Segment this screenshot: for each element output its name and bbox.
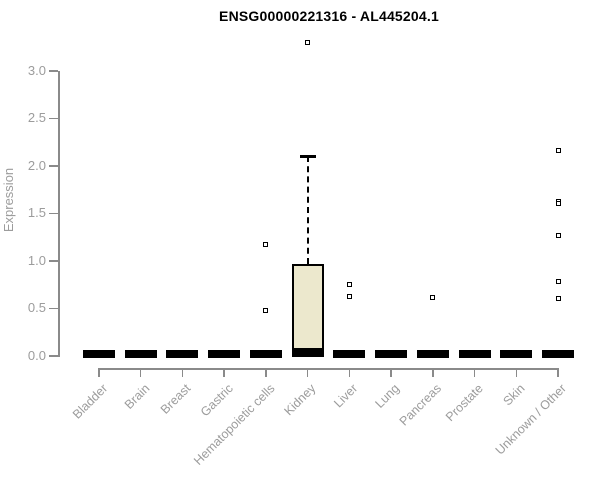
x-tick-label: Breast [158,381,194,417]
outlier-point [555,148,561,154]
y-tick-mark [49,355,58,357]
x-tick-label: Prostate [442,381,486,425]
median-bar [124,349,157,358]
median-bar [500,349,533,358]
x-tick-label: Gastric [197,381,236,420]
outlier-point [555,279,561,285]
median-bar [249,349,282,358]
x-tick-mark [348,368,351,377]
median-bar [416,349,449,358]
y-tick-label: 2.5 [27,110,46,126]
median-bar [333,349,366,358]
y-tick-label: 1.0 [27,252,46,268]
outlier-point [263,242,269,248]
x-tick-mark [306,368,309,377]
x-tick-mark [515,368,518,377]
x-tick-mark [98,368,100,377]
outlier-point [555,201,561,207]
x-tick-mark [473,368,476,377]
median-bar [542,349,574,358]
x-axis-line [98,368,559,370]
y-tick-mark [49,117,58,120]
y-tick-label: 0.0 [27,348,46,363]
median-bar [208,349,241,358]
median-bar [458,349,491,358]
y-tick-mark [49,212,58,215]
median-bar [291,347,324,356]
box [291,263,324,357]
y-axis-line [58,70,60,357]
y-tick-label: 1.5 [27,205,46,221]
x-tick-label: Kidney [281,381,319,419]
median-bar [375,349,408,358]
outlier-point [305,39,311,45]
y-axis-title: Expression [1,167,16,233]
x-tick-label: Liver [331,381,361,411]
outlier-point [346,282,352,288]
x-tick-label: Bladder [69,381,111,422]
y-tick-label: 2.0 [27,157,46,173]
y-tick-mark [49,260,58,262]
chart-title: ENSG00000221316 - AL445204.1 [219,8,439,24]
x-tick-mark [223,368,225,377]
median-bar [83,349,115,358]
x-tick-mark [432,368,434,377]
outlier-point [555,296,561,302]
whisker-upper [306,156,309,264]
x-tick-mark [557,368,559,377]
x-tick-mark [390,368,392,377]
whisker-cap [299,155,316,158]
y-tick-label: 0.5 [27,300,46,316]
outlier-point [346,293,352,299]
y-tick-label: 3.0 [27,62,46,78]
outlier-point [263,307,269,313]
median-bar [166,349,199,358]
x-tick-label: Lung [372,381,403,411]
outlier-point [555,232,561,238]
y-tick-mark [49,307,58,310]
x-tick-label: Brain [121,381,152,412]
x-tick-label: Hematopoietic cells [190,381,278,468]
x-tick-label: Skin [500,381,528,409]
x-tick-mark [139,368,142,377]
y-tick-mark [49,70,58,72]
outlier-point [430,294,436,300]
x-tick-mark [181,368,184,377]
x-tick-label: Pancreas [396,381,445,429]
x-tick-mark [265,368,267,377]
y-tick-mark [49,165,58,167]
